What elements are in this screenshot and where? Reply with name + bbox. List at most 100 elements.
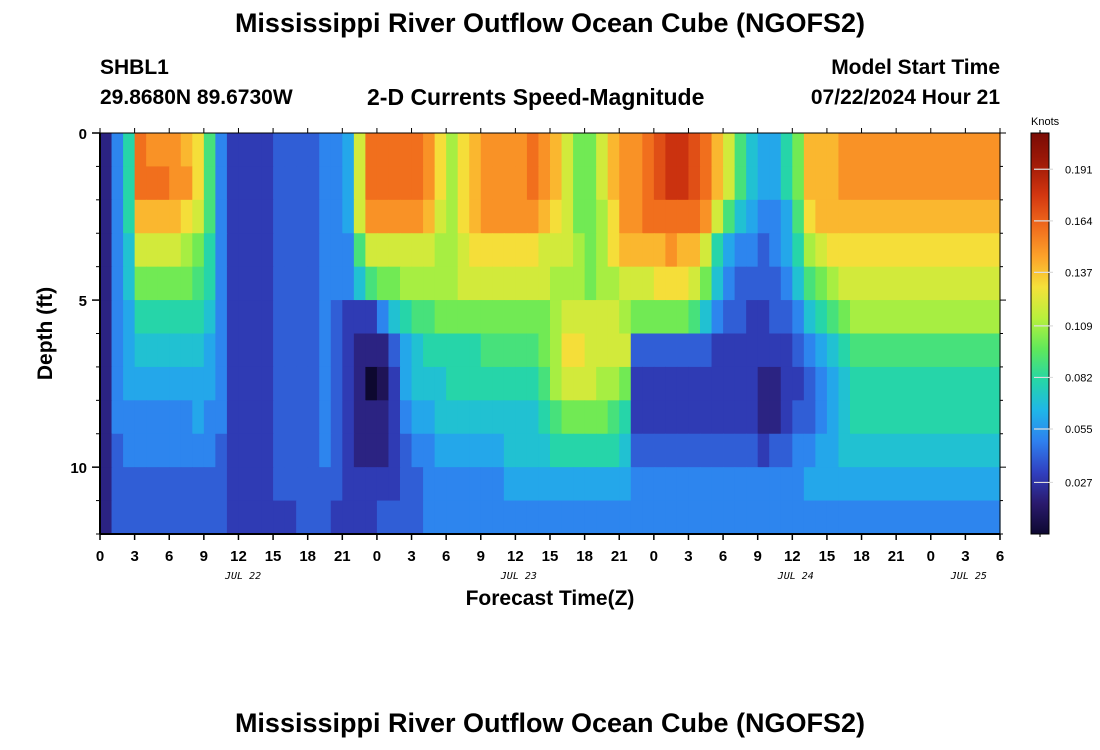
heatmap-cell bbox=[423, 233, 436, 268]
heatmap-cell bbox=[850, 333, 1001, 368]
heatmap-cell bbox=[434, 166, 447, 201]
heatmap-cell bbox=[711, 366, 724, 401]
heatmap-cell bbox=[480, 467, 493, 502]
heatmap-cell bbox=[757, 166, 770, 201]
heatmap-cell bbox=[400, 233, 413, 268]
heatmap-cell bbox=[815, 233, 828, 268]
heatmap-cell bbox=[723, 266, 736, 301]
heatmap-cell bbox=[330, 467, 343, 502]
heatmap-cell bbox=[792, 333, 805, 368]
heatmap-cell bbox=[826, 433, 840, 468]
heatmap-cell bbox=[284, 199, 297, 234]
heatmap-cell bbox=[111, 333, 124, 368]
heatmap-cell bbox=[480, 433, 493, 468]
heatmap-cell bbox=[526, 500, 540, 535]
heatmap-cell bbox=[665, 300, 678, 335]
heatmap-cell bbox=[284, 166, 297, 201]
heatmap-cell bbox=[261, 266, 274, 301]
heatmap-cell bbox=[423, 266, 436, 301]
heatmap-cell bbox=[296, 133, 309, 168]
heatmap-cell bbox=[123, 366, 136, 401]
heatmap-cell bbox=[434, 467, 447, 502]
heatmap-cell bbox=[757, 500, 770, 535]
heatmap-cell bbox=[815, 333, 828, 368]
heatmap-cell bbox=[353, 400, 366, 435]
heatmap-cell bbox=[353, 133, 366, 168]
heatmap-cell bbox=[203, 366, 216, 401]
heatmap-cell bbox=[480, 199, 493, 234]
heatmap-cell bbox=[711, 166, 724, 201]
x-tick-label: 12 bbox=[230, 548, 247, 565]
heatmap-cell bbox=[261, 366, 274, 401]
heatmap-cell bbox=[111, 467, 124, 502]
heatmap-cell bbox=[503, 333, 516, 368]
heatmap-cell bbox=[803, 366, 816, 401]
heatmap-cell bbox=[665, 166, 678, 201]
heatmap-cell bbox=[792, 467, 805, 502]
heatmap-cell bbox=[169, 266, 182, 301]
heatmap-cell bbox=[700, 333, 713, 368]
heatmap-cell bbox=[838, 166, 851, 201]
model-start-label: Model Start Time bbox=[831, 56, 1000, 79]
heatmap-cell bbox=[411, 233, 424, 268]
heatmap-cell bbox=[734, 500, 747, 535]
colorbar-tick-label: 0.027 bbox=[1065, 477, 1093, 489]
heatmap-cell bbox=[273, 400, 286, 435]
x-tick-label: 3 bbox=[684, 548, 692, 565]
heatmap-cell bbox=[319, 199, 332, 234]
x-date-label: JUL 22 bbox=[224, 571, 261, 582]
heatmap-cell bbox=[203, 266, 216, 301]
heatmap-cell bbox=[469, 266, 482, 301]
heatmap-cell bbox=[330, 433, 343, 468]
heatmap-cell bbox=[630, 133, 643, 168]
heatmap-cell bbox=[676, 500, 690, 535]
heatmap-cell bbox=[411, 333, 424, 368]
heatmap-cell bbox=[250, 300, 263, 335]
heatmap-cell bbox=[503, 133, 516, 168]
heatmap-cell bbox=[100, 500, 113, 535]
heatmap-cell bbox=[653, 467, 666, 502]
heatmap-cell bbox=[400, 300, 413, 335]
heatmap-cell bbox=[573, 500, 586, 535]
heatmap-cell bbox=[538, 500, 551, 535]
heatmap-cell bbox=[319, 366, 332, 401]
heatmap-cell bbox=[492, 366, 505, 401]
heatmap-cell bbox=[400, 500, 413, 535]
heatmap-cell bbox=[400, 400, 413, 435]
x-tick-label: 3 bbox=[961, 548, 969, 565]
heatmap-cell bbox=[688, 333, 701, 368]
heatmap-cell bbox=[746, 467, 759, 502]
heatmap-cell bbox=[111, 233, 124, 268]
heatmap-cell bbox=[653, 133, 666, 168]
heatmap-cell bbox=[469, 300, 482, 335]
heatmap-cell bbox=[503, 366, 516, 401]
x-tick-label: 0 bbox=[96, 548, 104, 565]
station-id: SHBL1 bbox=[100, 56, 169, 79]
heatmap-cell bbox=[296, 300, 309, 335]
heatmap-cell bbox=[815, 433, 828, 468]
heatmap-cell bbox=[192, 467, 205, 502]
heatmap-cell bbox=[492, 266, 505, 301]
heatmap-cell bbox=[330, 199, 343, 234]
heatmap-cell bbox=[723, 300, 736, 335]
heatmap-cell bbox=[665, 199, 678, 234]
heatmap-cell bbox=[192, 233, 205, 268]
heatmap-cell bbox=[411, 133, 424, 168]
heatmap-cell bbox=[700, 266, 713, 301]
heatmap-cell bbox=[273, 166, 286, 201]
heatmap-cell bbox=[434, 266, 447, 301]
heatmap-cell bbox=[215, 266, 228, 301]
heatmap-cell bbox=[192, 333, 205, 368]
heatmap-cell bbox=[607, 366, 620, 401]
heatmap-cell bbox=[838, 467, 851, 502]
heatmap-cell bbox=[676, 467, 690, 502]
page-title: Mississippi River Outflow Ocean Cube (NG… bbox=[234, 8, 866, 38]
colorbar: Knots 0.027 0.055 0.082 0.109 0.137 0.164 0.19… bbox=[1030, 116, 1093, 537]
heatmap-cell bbox=[688, 266, 701, 301]
heatmap-cell bbox=[446, 433, 459, 468]
heatmap-cell bbox=[653, 266, 666, 301]
heatmap-cell bbox=[157, 400, 170, 435]
heatmap-cell bbox=[330, 166, 343, 201]
heatmap-cell bbox=[261, 500, 274, 535]
heatmap-cell bbox=[469, 467, 482, 502]
